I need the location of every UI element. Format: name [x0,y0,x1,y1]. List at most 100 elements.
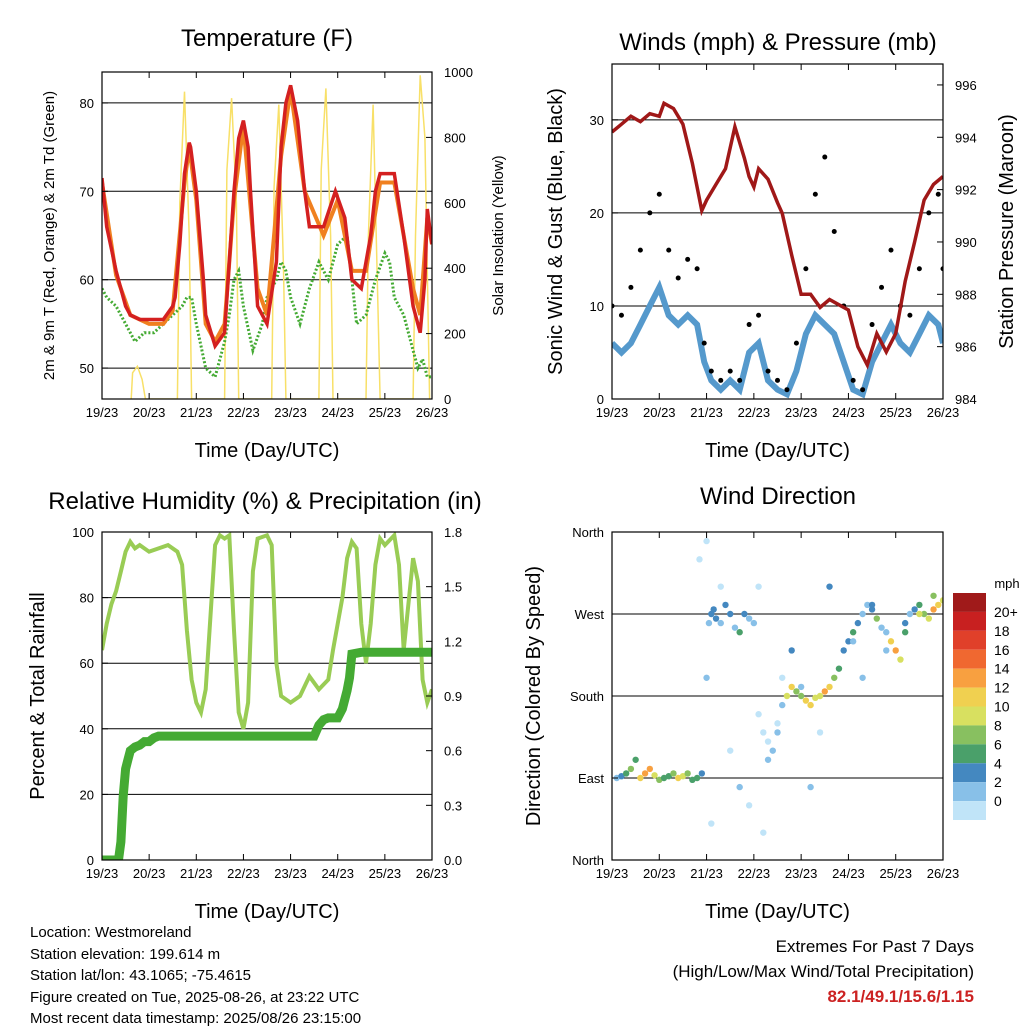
temperature-y2label: Solar Insolation (Yellow) [490,155,507,315]
wind_direction-xtick-label: 26/23 [927,866,960,881]
colorbar-label: 8 [994,717,1002,733]
humidity-xtick-label: 26/23 [416,866,449,881]
winds-xtick-label: 23/23 [785,405,818,420]
gust-point [940,266,943,272]
wind-direction-point [840,647,847,654]
wind_direction-xtick-label: 23/23 [785,866,818,881]
wind-direction-point [627,765,635,773]
winds-y2tick-label: 990 [955,235,977,250]
gust-point [888,247,894,253]
wind-direction-point [727,747,734,754]
wind-direction-point [708,820,715,827]
wind-direction-point [764,756,772,763]
wind-direction-point [859,674,866,681]
humidity-title: Relative Humidity (%) & Precipitation (i… [48,488,481,515]
temperature-xlabel: Time (Day/UTC) [195,440,340,462]
wind-direction-point [750,619,758,627]
relative-humidity-series [102,532,432,730]
wind-direction-point [878,624,885,631]
winds-y2tick-label: 984 [955,392,977,407]
colorbar-label: 16 [994,642,1010,658]
humidity-y2tick-label: 1.8 [444,525,462,540]
gust-point [784,387,790,393]
gust-point [647,210,653,216]
gust-point [879,284,885,290]
wind-direction-point [717,619,724,627]
winds-ytick-label: 30 [590,113,604,128]
gust-point [637,247,643,253]
wind-direction-point [755,711,762,718]
temperature-xtick-label: 19/23 [86,405,119,420]
wind-direction-point [705,619,713,627]
gust-point [831,229,837,234]
humidity-xtick-label: 21/23 [180,866,213,881]
colorbar-label: 2 [994,774,1002,790]
extremes-subtitle: (High/Low/Max Wind/Total Precipitation) [672,962,974,981]
wind-direction-point [901,619,909,627]
humidity-xtick-label: 25/23 [369,866,402,881]
wind-direction-point [835,665,843,672]
humidity-frame [101,531,433,861]
gust-point [618,312,624,318]
wind-direction-point [916,610,923,618]
winds-xtick-label: 26/23 [927,405,960,420]
precipitation-series [102,647,432,860]
colorbar-segment [953,744,986,764]
wind_direction-ytick-label: North [572,525,604,540]
temperature-ytick-label: 80 [80,96,94,111]
wind-direction-point [925,615,933,622]
colorbar-label: 20+ [994,604,1018,620]
wind-direction-point [826,583,833,590]
elevation-text: Station elevation: 199.614 m [30,945,221,963]
wind-direction-point [722,601,729,609]
temperature-xtick-label: 25/23 [369,405,402,420]
wind_direction-xtick-label: 22/23 [738,866,771,881]
humidity-ytick-label: 60 [80,656,94,671]
humidity-xtick-label: 23/23 [274,866,307,881]
wind-direction-point [774,729,781,736]
gust-point [628,284,634,290]
colorbar-title: mph [994,576,1019,591]
wind_direction-xtick-label: 21/23 [690,866,723,881]
wind-direction-point [736,629,743,636]
winds-ytick-label: 20 [590,206,604,221]
winds-ylabel: Sonic Wind & Gust (Blue, Black) [545,88,567,375]
humidity-xtick-label: 24/23 [321,866,354,881]
wind-direction-point [684,770,691,777]
wind_direction-xtick-label: 20/23 [643,866,676,881]
wind-direction-point [788,647,795,654]
wind-direction-point [849,629,857,636]
temperature-ylabel: 2m & 9m T (Red, Orange) & 2m Td (Green) [41,91,58,380]
temperature-y2tick-label: 400 [444,261,466,276]
winds-y2tick-label: 992 [955,183,977,198]
temperature-y2tick-label: 0 [444,392,451,407]
humidity-ytick-label: 20 [80,787,94,802]
gust-point [935,191,941,197]
recent-text: Most recent data timestamp: 2025/08/26 2… [30,1010,362,1027]
wind-direction-point [920,610,928,618]
wind_direction-title: Wind Direction [700,483,856,510]
gust-point [737,377,743,383]
temperature-title: Temperature (F) [181,25,353,52]
winds-xtick-label: 20/23 [643,405,676,420]
gust-point [869,322,875,328]
gust-point [694,266,700,272]
gust-point [916,266,922,272]
wind-direction-point [816,692,824,700]
temp-9m-series [102,89,432,346]
wind-direction-point [618,772,625,780]
wind-direction-point [622,770,630,777]
wind-direction-point [906,610,914,618]
gust-point [718,377,724,383]
temperature-xtick-label: 22/23 [227,405,260,420]
gust-point [907,312,913,318]
gust-point [812,191,818,197]
colorbar-segment [953,649,986,669]
wind-direction-point [703,674,710,681]
colorbar-segment [953,687,986,707]
wind-direction-point [868,601,876,609]
wind-direction-point [783,692,791,700]
colorbar-segment [953,763,986,783]
temp-2m-series [102,84,432,350]
wind_direction-xtick-label: 25/23 [879,866,912,881]
